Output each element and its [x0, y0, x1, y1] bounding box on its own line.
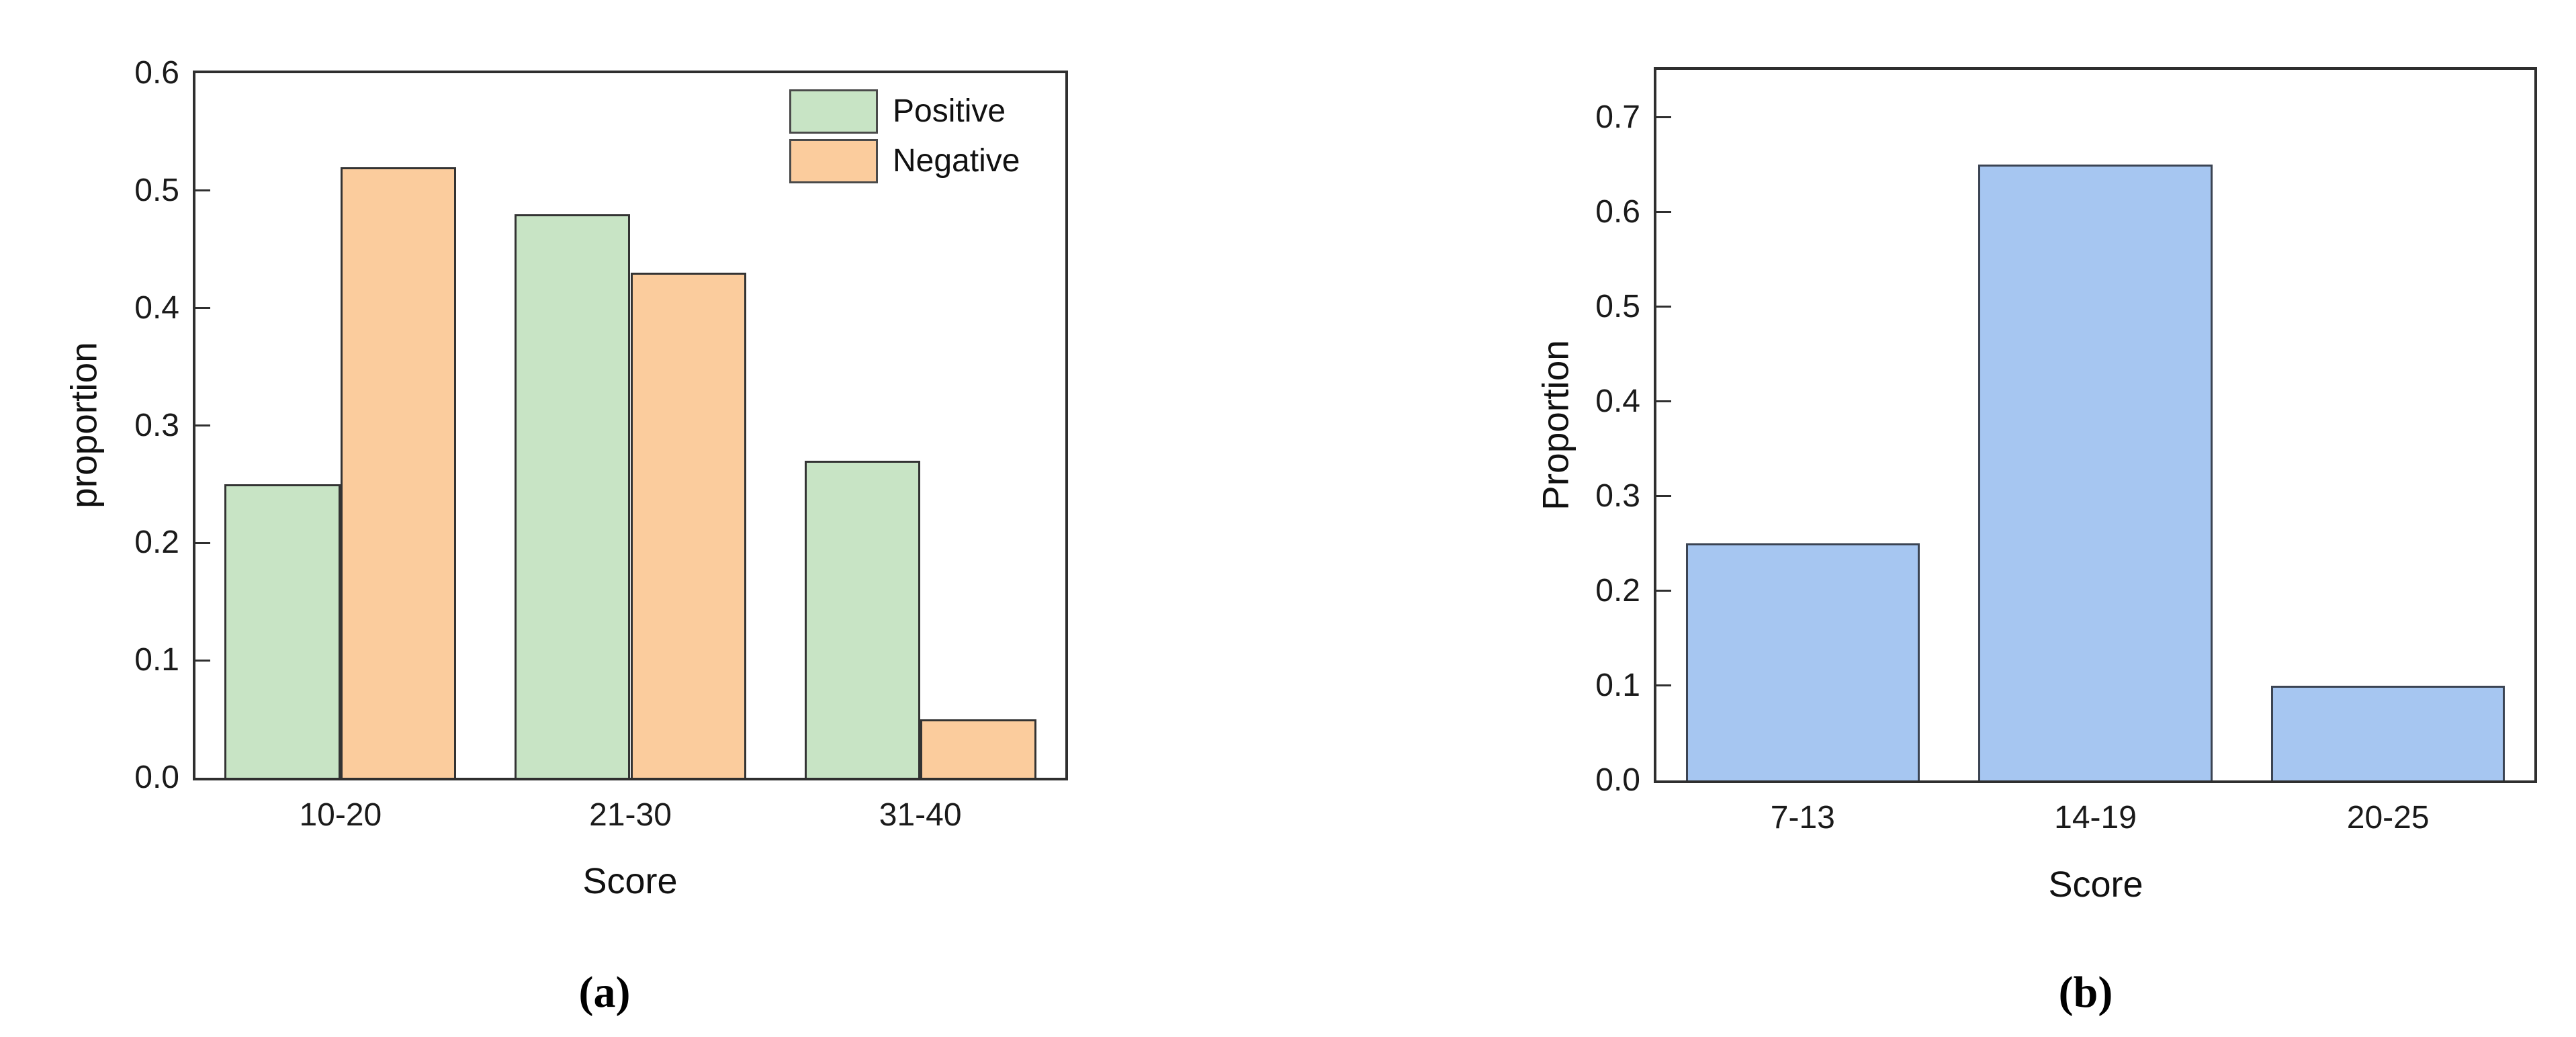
legend-swatch-positive [789, 89, 878, 134]
y-tick-label: 0.3 [134, 407, 179, 443]
legend-label-positive: Positive [893, 93, 1006, 129]
legend-item-negative: Negative [789, 139, 1020, 183]
x-tick-label: 21-30 [589, 797, 672, 833]
x-axis-label-b: Score [2048, 864, 2143, 905]
y-tick-label: 0.4 [1595, 383, 1640, 419]
y-tick-mark [195, 541, 210, 544]
y-tick-label: 0.6 [1595, 193, 1640, 230]
y-tick-mark [1656, 590, 1671, 592]
caption-b: (b) [2058, 968, 2113, 1017]
y-tick-mark [1656, 495, 1671, 498]
bar-value-7-13 [1685, 543, 1920, 780]
y-tick-mark [1656, 400, 1671, 403]
y-tick-label: 0.5 [1595, 288, 1640, 324]
legend-swatch-negative [789, 139, 878, 183]
plot-area-a: Positive Negative [193, 71, 1068, 780]
y-tick-label: 0.0 [1595, 762, 1640, 798]
y-tick-mark [1656, 116, 1671, 119]
y-tick-mark [1656, 211, 1671, 214]
bar-negative-31-40 [920, 719, 1036, 778]
y-tick-mark [195, 307, 210, 310]
y-tick-mark [1656, 306, 1671, 308]
x-tick-label: 31-40 [879, 797, 962, 833]
y-tick-label: 0.1 [134, 642, 179, 678]
y-tick-label: 0.2 [1595, 572, 1640, 608]
y-tick-label: 0.6 [134, 55, 179, 91]
y-tick-label: 0.5 [134, 172, 179, 208]
legend-item-positive: Positive [789, 89, 1020, 134]
legend: Positive Negative [789, 89, 1020, 183]
x-axis-label-a: Score [582, 861, 678, 901]
plot-area-b [1654, 67, 2537, 783]
x-tick-label: 14-19 [2054, 800, 2137, 836]
y-tick-mark [195, 424, 210, 426]
bar-negative-10-20 [340, 167, 457, 778]
y-tick-label: 0.2 [134, 525, 179, 561]
bar-negative-21-30 [630, 273, 747, 778]
y-tick-mark [195, 659, 210, 662]
y-tick-mark [195, 189, 210, 192]
y-tick-label: 0.0 [134, 760, 179, 795]
bar-value-14-19 [1978, 165, 2213, 780]
bar-positive-10-20 [224, 484, 341, 778]
x-tick-label: 10-20 [299, 797, 382, 833]
caption-a: (a) [578, 968, 631, 1017]
bar-positive-21-30 [514, 214, 631, 778]
bar-value-20-25 [2270, 686, 2505, 780]
x-tick-label: 20-25 [2346, 800, 2430, 836]
y-tick-label: 0.4 [134, 289, 179, 326]
bar-positive-31-40 [804, 461, 921, 778]
legend-label-negative: Negative [893, 143, 1020, 179]
x-tick-label: 7-13 [1770, 800, 1835, 836]
y-tick-label: 0.1 [1595, 667, 1640, 703]
y-tick-label: 0.3 [1595, 478, 1640, 514]
y-tick-label: 0.7 [1595, 99, 1640, 135]
y-tick-mark [1656, 684, 1671, 687]
